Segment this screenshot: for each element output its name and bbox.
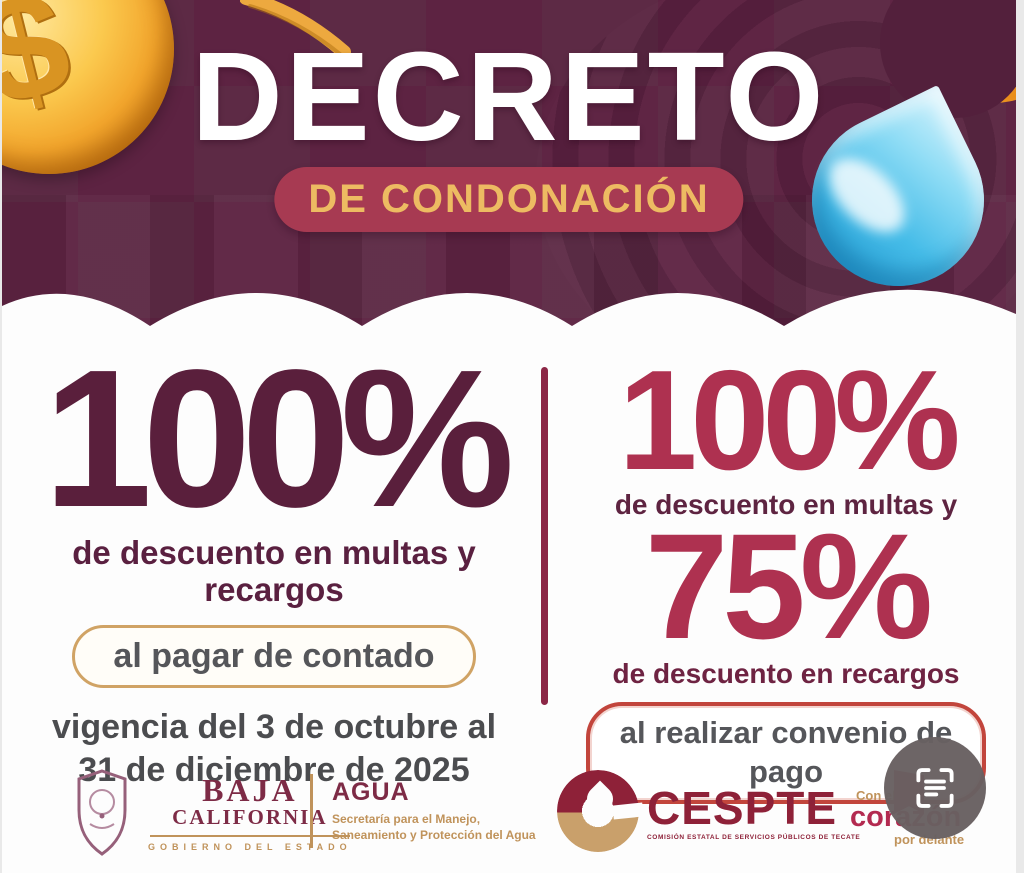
agua-title: AGUA: [332, 778, 410, 806]
cash-condition-pill: al pagar de contado: [72, 625, 476, 689]
gold-arc-icon: [240, 0, 351, 59]
wave-edge: [2, 289, 1016, 345]
gov-name-line2: CALIFORNIA: [172, 805, 328, 830]
footer-divider: [310, 774, 313, 848]
cespte-caption: COMISIÓN ESTATAL DE SERVICIOS PÚBLICOS D…: [647, 834, 861, 841]
poster-subtitle-pill: DE CONDONACIÓN: [274, 167, 744, 232]
left-description: de descuento en multas y recargos: [72, 534, 476, 609]
offers-section: 100% de descuento en multas y recargos a…: [2, 335, 1016, 804]
payment-plan-offer: 100% de descuento en multas y 75% de des…: [560, 335, 1012, 804]
agua-secretaria-logo: AGUA Secretaría para el Manejo, Saneamie…: [332, 778, 536, 843]
gov-name-line1: BAJA: [202, 772, 298, 809]
poster-title: DECRETO: [191, 26, 827, 167]
bc-crest-icon: [77, 769, 127, 856]
cespte-logo: CESPTE COMISIÓN ESTATAL DE SERVICIOS PÚB…: [557, 770, 860, 856]
right-description-surcharges: de descuento en recargos: [612, 658, 960, 690]
cespte-c-icon: [557, 770, 644, 856]
scan-text-button[interactable]: [884, 737, 986, 839]
poster-subtitle: DE CONDONACIÓN: [308, 177, 710, 221]
gov-rule: [150, 834, 350, 837]
plan-condition-pill: al realizar convenio de pago: [585, 702, 987, 804]
right-percent-surcharges: 75%: [644, 501, 933, 670]
cash-payment-offer: 100% de descuento en multas y recargos a…: [24, 335, 524, 791]
right-description-fines: de descuento en multas y: [614, 488, 958, 520]
scan-text-icon: [916, 768, 954, 808]
agua-caption: Secretaría para el Manejo, Saneamiento y…: [332, 812, 536, 842]
left-percent: 100%: [43, 329, 514, 548]
cespte-name: CESPTE: [647, 782, 838, 834]
hero-banner: $ DECRETO DE CONDONACIÓN: [2, 0, 1016, 345]
baja-california-logo: BAJA CALIFORNIA GOBIERNO DEL ESTADO: [70, 768, 352, 858]
gov-tagline: GOBIERNO DEL ESTADO: [148, 841, 352, 852]
validity-dates: vigencia del 3 de octubre al 31 de dicie…: [51, 708, 497, 789]
right-percent-fines: 100%: [618, 341, 960, 500]
footer-logos: BAJA CALIFORNIA GOBIERNO DEL ESTADO AGUA…: [2, 760, 1016, 870]
column-divider: [541, 367, 548, 705]
